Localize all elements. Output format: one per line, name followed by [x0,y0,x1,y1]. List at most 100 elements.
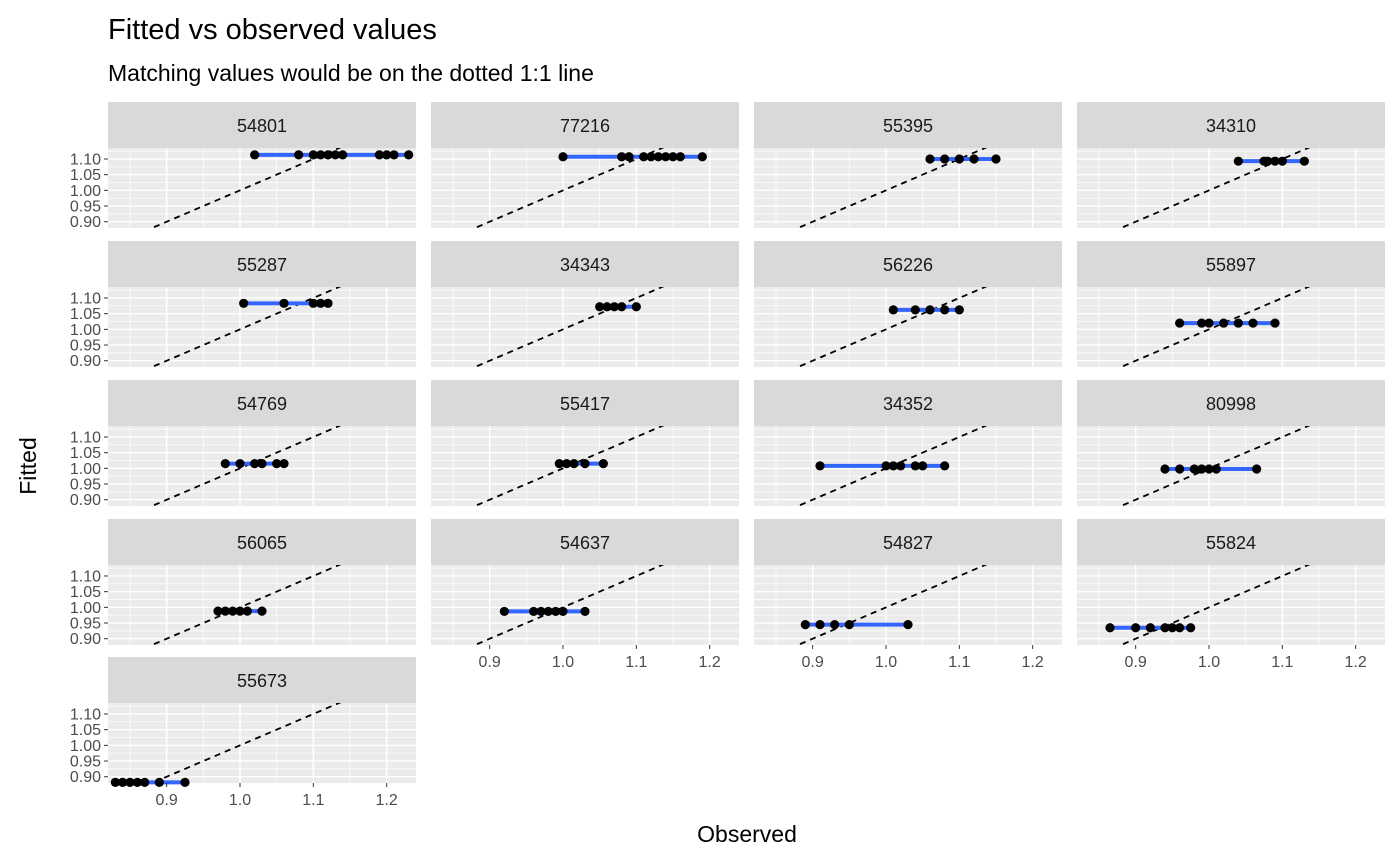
y-tick-label: 0.95 [70,754,101,771]
data-point [257,606,267,616]
data-point [1204,318,1214,328]
y-tick-label: 1.10 [70,706,101,723]
data-point [1263,156,1273,166]
data-point [675,152,685,162]
data-point [1270,318,1280,328]
facet-strip [1077,519,1385,565]
data-point [609,302,619,312]
reference-line-1to1 [1118,565,1311,645]
data-point [1248,318,1258,328]
data-point [1175,318,1185,328]
reference-line-1to1 [472,287,665,367]
facet-strip [431,519,739,565]
data-point [239,298,249,308]
data-point [954,154,964,164]
data-point [558,606,568,617]
facet-strip-label: 56065 [237,533,287,553]
facet-strip-label: 34343 [560,255,610,275]
data-point [316,150,326,160]
data-point [132,777,142,787]
data-point [213,606,223,616]
data-point [389,150,399,160]
data-point [272,459,282,469]
y-tick-label: 1.00 [70,738,101,755]
facet-strip-label: 80998 [1206,394,1256,414]
data-point [815,461,825,471]
facet-panel-34343: 34343 [431,241,739,367]
facet-strip-label: 56226 [883,255,933,275]
facet-panel-55824: 55824 0.9 1.0 1.1 1.2 [1077,519,1385,671]
chart-title: Fitted vs observed values [108,14,437,46]
y-tick-label: 1.05 [70,722,101,739]
data-point [1299,156,1309,166]
facet-strip-label: 55287 [237,255,287,275]
y-tick-label: 0.90 [70,769,101,786]
panel-background [431,565,739,645]
y-tick-label: 0.95 [70,338,101,355]
data-point [140,777,150,787]
data-point [888,305,898,315]
x-tick-label: 1.2 [1022,654,1044,671]
facet-strip-label: 34310 [1206,116,1256,136]
reference-line-1to1 [149,148,342,228]
data-point [125,777,135,787]
data-point [551,606,561,617]
data-point [1175,464,1185,474]
y-tick-label: 1.05 [70,306,101,323]
data-point [250,459,260,469]
facet-strip [754,380,1062,426]
facet-strip [108,241,416,287]
data-point [569,459,579,469]
panel-background [108,565,416,645]
y-tick-label: 0.95 [70,199,101,216]
facet-strip [431,241,739,287]
data-point [1167,623,1177,633]
data-point [235,606,245,616]
data-point [646,152,656,162]
reference-line-1to1 [472,426,665,506]
reference-line-1to1 [795,565,988,645]
facet-panel-55287: 55287 0.900.951.001.051.10 [70,241,416,370]
data-point [595,302,605,312]
facet-strip-label: 55673 [237,671,287,691]
facet-panel-55395: 55395 [754,102,1062,228]
data-point [1186,623,1196,633]
facet-strip [1077,241,1385,287]
y-axis-title: Fitted [15,437,41,495]
chart-subtitle: Matching values would be on the dotted 1… [108,60,594,86]
data-point [1233,318,1243,328]
data-point [308,150,318,160]
x-tick-label: 0.9 [802,654,824,671]
facet-panel-54637: 54637 0.9 1.0 1.1 1.2 [431,519,739,671]
data-point [844,620,854,630]
facet-strip-label: 34352 [883,394,933,414]
y-tick-label: 1.10 [70,568,101,585]
x-tick-label: 1.1 [625,654,647,671]
data-point [536,606,546,617]
reference-line-1to1 [795,426,988,506]
data-point [925,154,935,164]
y-tick-label: 1.10 [70,290,101,307]
facet-strip [1077,102,1385,148]
y-tick-label: 0.90 [70,492,101,509]
data-point [940,154,950,164]
y-tick-label: 0.90 [70,353,101,370]
facet-strip [754,241,1062,287]
data-point [180,777,190,787]
x-tick-label: 1.1 [948,654,970,671]
data-point [639,152,649,162]
x-tick-label: 1.0 [875,654,897,671]
data-point [308,298,318,308]
data-point [562,459,572,469]
reference-line-1to1 [149,287,342,367]
data-point [118,777,128,787]
data-point [1233,156,1243,166]
data-point [499,606,509,617]
data-point [279,298,289,308]
data-point [661,152,671,162]
data-point [888,461,898,471]
panel-background [754,565,1062,645]
data-point [940,305,950,315]
panel-background [754,287,1062,367]
